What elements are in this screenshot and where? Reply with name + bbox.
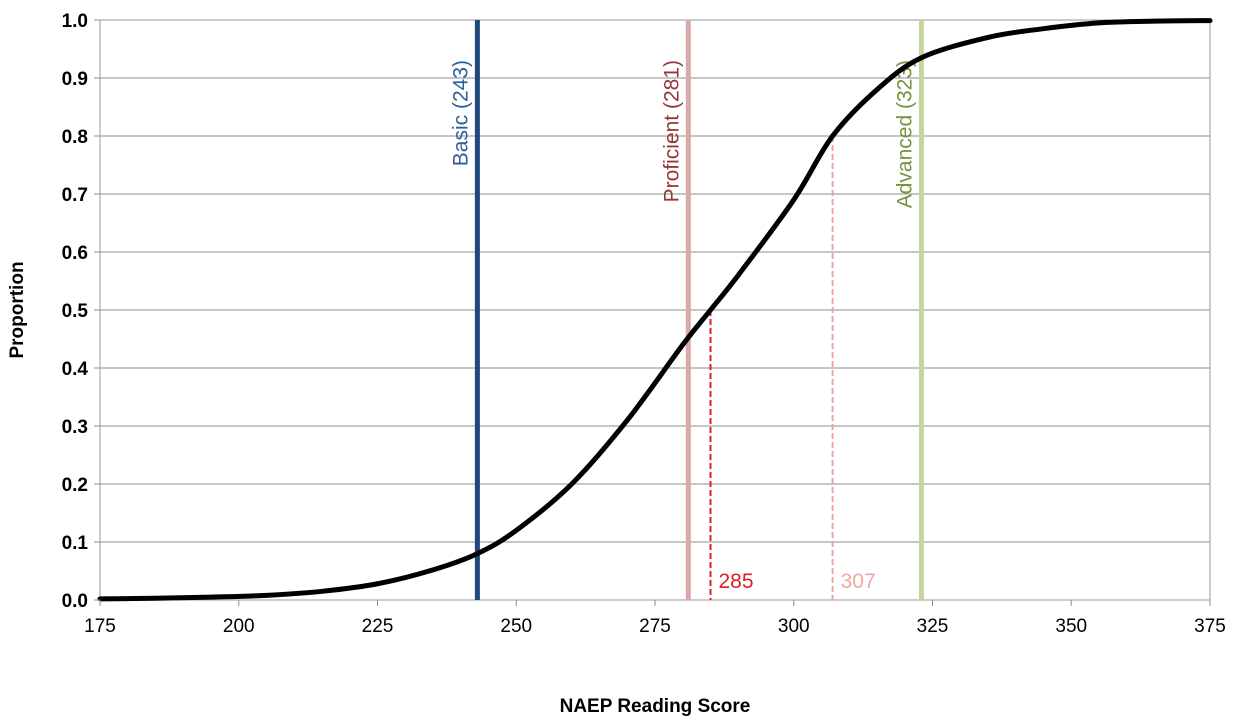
reference-lines: 285 307 (709, 136, 876, 600)
threshold-label-2: Advanced (323) (893, 60, 916, 208)
y-tick-label-9: 0.9 (62, 69, 88, 90)
y-tick-label-6: 0.6 (62, 243, 88, 264)
y-tick-label-0: 0.0 (62, 591, 88, 612)
y-tick-label-10: 1.0 (62, 11, 88, 32)
y-tick-label-3: 0.3 (62, 417, 88, 438)
x-tick-label-8: 375 (1194, 616, 1226, 637)
x-axis-ticks: 175 200 225 250 275 300 325 350 375 (84, 600, 1226, 637)
y-tick-label-5: 0.5 (62, 301, 89, 322)
threshold-lines: Basic (243) Proficient (281) Advanced (323… (449, 20, 924, 600)
y-tick-label-4: 0.4 (62, 359, 89, 380)
y-tick-label-8: 0.8 (62, 127, 88, 148)
threshold-label-1: Proficient (281) (660, 60, 683, 202)
reference-label-0: 285 (719, 570, 754, 593)
x-tick-label-7: 350 (1055, 616, 1087, 637)
x-tick-label-3: 250 (500, 616, 532, 637)
y-tick-label-2: 0.2 (62, 475, 88, 496)
series-line-0 (97, 18, 1213, 602)
x-tick-label-0: 175 (84, 616, 116, 637)
y-axis-title: Proportion (7, 261, 28, 358)
threshold-label-0: Basic (243) (449, 60, 472, 166)
x-axis-title: NAEP Reading Score (560, 696, 751, 717)
y-axis-ticks: 0.0 0.1 0.2 0.3 0.4 0.5 0.6 0.7 0.8 0.9 1.0 (62, 11, 100, 612)
x-tick-label-6: 325 (917, 616, 949, 637)
x-tick-label-5: 300 (778, 616, 810, 637)
x-tick-label-1: 200 (223, 616, 255, 637)
x-tick-label-2: 225 (362, 616, 394, 637)
series-group (97, 18, 1213, 602)
y-tick-label-1: 0.1 (62, 533, 89, 554)
reference-label-1: 307 (841, 570, 876, 593)
x-tick-label-4: 275 (639, 616, 671, 637)
y-tick-label-7: 0.7 (62, 185, 88, 206)
